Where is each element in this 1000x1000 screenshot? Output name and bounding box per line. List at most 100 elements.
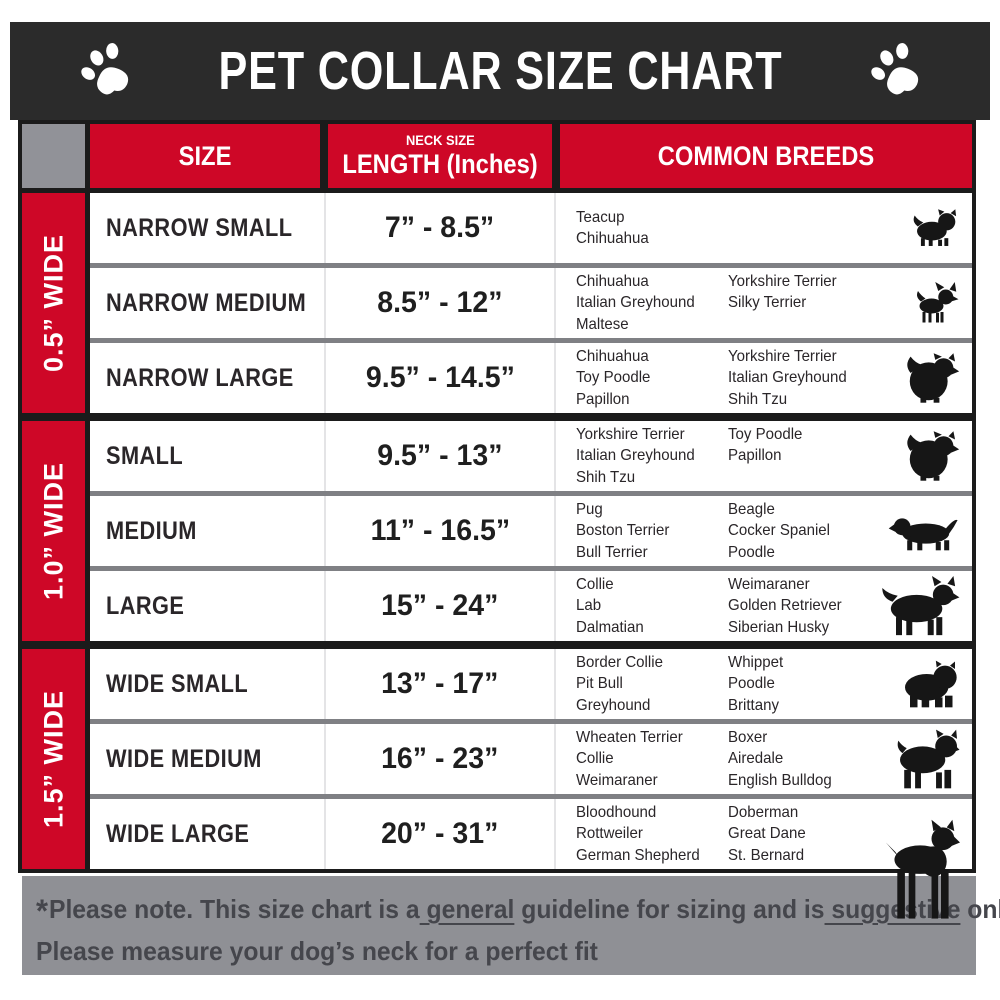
width-band: 1.5” WIDE (22, 649, 85, 869)
pit-bull-dog-icon (892, 728, 960, 790)
pomeranian-dog-icon (904, 431, 960, 481)
size-label: WIDE SMALL (106, 669, 249, 698)
neck-length-value: 16” - 23” (381, 742, 499, 775)
breeds-column-2: Yorkshire Terrier Italian Greyhound Shih… (728, 348, 847, 408)
table-row: WIDE LARGE 20” - 31” Bloodhound Rottweil… (90, 794, 972, 919)
group-rows: NARROW SMALL 7” - 8.5” Teacup Chihuahua … (90, 193, 972, 413)
table-row: WIDE SMALL 13” - 17” Border Collie Pit B… (90, 649, 972, 719)
paw-icon (76, 43, 134, 99)
common-breeds-cell: Chihuahua Toy Poodle Papillon Yorkshire … (554, 343, 972, 413)
table-row: NARROW LARGE 9.5” - 14.5” Chihuahua Toy … (90, 338, 972, 413)
table-row: LARGE 15” - 24” Collie Lab Dalmatian Wei… (90, 566, 972, 641)
breeds-columns: Chihuahua Toy Poodle Papillon Yorkshire … (576, 346, 972, 409)
neck-length-value: 8.5” - 12” (377, 286, 503, 319)
neck-length-value: 20” - 31” (381, 817, 499, 850)
breeds-column-2: Doberman Great Dane St. Bernard (728, 804, 806, 864)
common-breeds-cell: Yorkshire Terrier Italian Greyhound Shih… (554, 421, 972, 491)
page-title: PET COLLAR SIZE CHART (218, 41, 782, 101)
breeds-column-1: Chihuahua Italian Greyhound Maltese (576, 273, 695, 333)
neck-length-value: 7” - 8.5” (385, 211, 495, 244)
common-breeds-cell: Wheaten Terrier Collie Weimaraner Boxer … (554, 724, 972, 794)
size-chart-table: SIZE NECK SIZE LENGTH (Inches) COMMON BR… (18, 120, 976, 919)
neck-length-cell: 7” - 8.5” (324, 193, 554, 263)
neck-length-cell: 9.5” - 13” (324, 421, 554, 491)
neck-length-value: 15” - 24” (381, 589, 499, 622)
size-label: SMALL (106, 441, 184, 470)
neck-length-cell: 11” - 16.5” (324, 496, 554, 566)
size-cell: NARROW LARGE (90, 343, 324, 413)
size-cell: SMALL (90, 421, 324, 491)
size-label: NARROW MEDIUM (106, 288, 307, 317)
breeds-column-1: Collie Lab Dalmatian (576, 576, 644, 636)
column-header-neck-length: NECK SIZE LENGTH (Inches) (328, 124, 552, 188)
breeds-column-2: Boxer Airedale English Bulldog (728, 729, 832, 789)
size-label: WIDE MEDIUM (106, 744, 262, 773)
breeds-column-1: Pug Boston Terrier Bull Terrier (576, 501, 670, 561)
width-band: 1.0” WIDE (22, 421, 85, 641)
breeds-columns: Pug Boston Terrier Bull Terrier Beagle C… (576, 499, 972, 562)
bulldog-dog-icon (900, 659, 960, 709)
table-row: SMALL 9.5” - 13” Yorkshire Terrier Itali… (90, 421, 972, 491)
size-column-label: SIZE (178, 140, 232, 171)
width-group: 1.5” WIDE WIDE SMALL 13” - 17” Border Co… (22, 649, 972, 919)
size-cell: WIDE LARGE (90, 799, 324, 869)
neck-length-cell: 20” - 31” (324, 799, 554, 869)
footer-note: *Please note. This size chart is a gener… (22, 876, 1000, 975)
title-bar: PET COLLAR SIZE CHART (10, 22, 990, 120)
footer-note-line-1: *Please note. This size chart is a gener… (36, 893, 1000, 930)
neck-length-cell: 13” - 17” (324, 649, 554, 719)
neck-length-value: 13” - 17” (381, 667, 499, 700)
size-cell: NARROW MEDIUM (90, 268, 324, 338)
breeds-column-1: Chihuahua Toy Poodle Papillon (576, 348, 651, 408)
doberman-dog-icon (884, 803, 960, 941)
common-breeds-cell: Collie Lab Dalmatian Weimaraner Golden R… (554, 571, 972, 641)
width-band-label: 1.5” WIDE (38, 689, 68, 829)
breeds-column-2: Whippet Poodle Brittany (728, 654, 784, 714)
column-header-size: SIZE (90, 124, 320, 188)
breeds-column-2: Toy Poodle Papillon (728, 426, 803, 465)
size-cell: WIDE MEDIUM (90, 724, 324, 794)
breeds-column-1: Border Collie Pit Bull Greyhound (576, 654, 663, 714)
neck-length-value: 9.5” - 13” (377, 439, 503, 472)
width-group: 0.5” WIDE NARROW SMALL 7” - 8.5” Teacup … (22, 193, 972, 413)
size-label: NARROW LARGE (106, 363, 294, 392)
common-breeds-cell: Teacup Chihuahua (554, 193, 972, 263)
length-inches-label: LENGTH (Inches) (342, 149, 538, 179)
common-breeds-cell: Border Collie Pit Bull Greyhound Whippet… (554, 649, 972, 719)
breeds-columns: Teacup Chihuahua (576, 207, 972, 249)
neck-length-value: 9.5” - 14.5” (365, 361, 515, 394)
neck-length-cell: 9.5” - 14.5” (324, 343, 554, 413)
common-breeds-cell: Chihuahua Italian Greyhound Maltese York… (554, 268, 972, 338)
neck-length-cell: 16” - 23” (324, 724, 554, 794)
size-label: NARROW SMALL (106, 213, 293, 242)
group-rows: SMALL 9.5” - 13” Yorkshire Terrier Itali… (90, 421, 972, 641)
size-cell: MEDIUM (90, 496, 324, 566)
neck-length-cell: 15” - 24” (324, 571, 554, 641)
group-rows: WIDE SMALL 13” - 17” Border Collie Pit B… (90, 649, 972, 919)
size-label: WIDE LARGE (106, 819, 250, 848)
breeds-columns: Yorkshire Terrier Italian Greyhound Shih… (576, 424, 972, 487)
chihuahua-dog-icon (912, 281, 960, 325)
table-row: NARROW SMALL 7” - 8.5” Teacup Chihuahua (90, 193, 972, 263)
width-band-label: 1.0” WIDE (38, 461, 68, 601)
table-header-row: SIZE NECK SIZE LENGTH (Inches) COMMON BR… (22, 124, 972, 188)
breeds-column-1: Yorkshire Terrier Italian Greyhound Shih… (576, 426, 695, 486)
table-body: 0.5” WIDE NARROW SMALL 7” - 8.5” Teacup … (22, 193, 972, 919)
breeds-column-1: Teacup Chihuahua (576, 208, 649, 247)
column-header-common-breeds: COMMON BREEDS (560, 124, 972, 188)
breeds-column-1: Wheaten Terrier Collie Weimaraner (576, 729, 683, 789)
table-row: WIDE MEDIUM 16” - 23” Wheaten Terrier Co… (90, 719, 972, 794)
common-breeds-column-label: COMMON BREEDS (657, 140, 875, 171)
width-band: 0.5” WIDE (22, 193, 85, 413)
size-label: MEDIUM (106, 516, 197, 545)
breeds-columns: Border Collie Pit Bull Greyhound Whippet… (576, 652, 972, 715)
common-breeds-cell: Bloodhound Rottweiler German Shepherd Do… (554, 799, 972, 919)
breeds-column-2: Yorkshire Terrier Silky Terrier (728, 273, 837, 312)
size-cell: LARGE (90, 571, 324, 641)
breeds-columns: Bloodhound Rottweiler German Shepherd Do… (576, 802, 972, 865)
neck-length-cell: 8.5” - 12” (324, 268, 554, 338)
shepherd-dog-icon (880, 576, 960, 636)
size-label: LARGE (106, 591, 185, 620)
size-cell: WIDE SMALL (90, 649, 324, 719)
